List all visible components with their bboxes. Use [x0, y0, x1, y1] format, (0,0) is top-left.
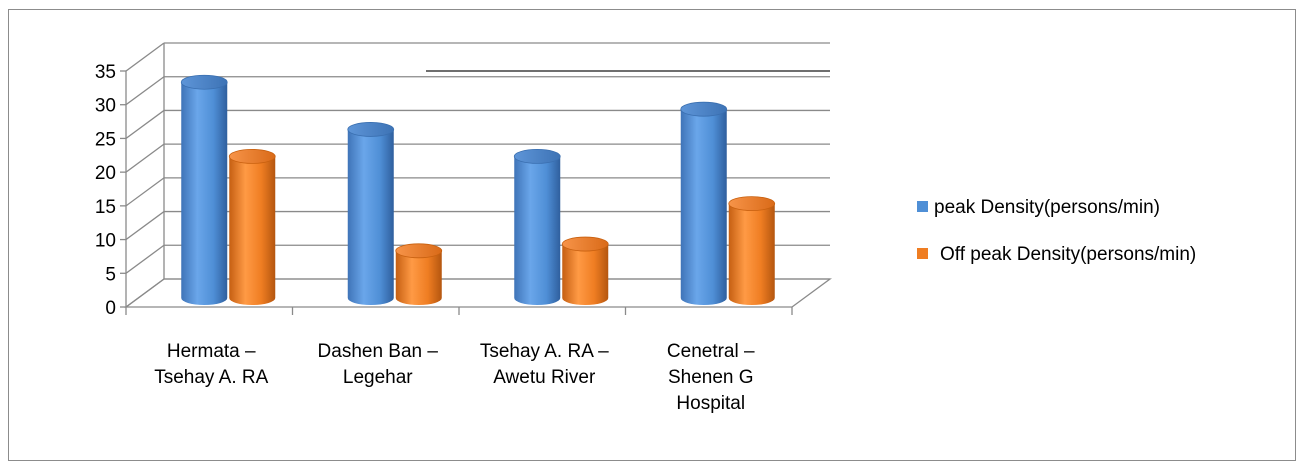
gridline-side — [125, 42, 165, 72]
x-category-label: Tsehay A. RA – Awetu River — [480, 341, 609, 388]
bar-top — [561, 236, 609, 252]
bars — [180, 74, 776, 305]
axes — [120, 43, 832, 315]
bar-peak-0 — [180, 74, 228, 305]
bar-offpeak-1 — [395, 243, 443, 305]
bar-body — [229, 156, 276, 305]
x-category-label-line: Dashen Ban – — [318, 341, 439, 362]
bar-body — [728, 203, 775, 305]
x-category-label: Hermata – Tsehay A. RA — [154, 341, 268, 388]
bar-offpeak-0 — [228, 148, 276, 305]
y-tick-labels: 0 5 10 15 20 25 30 35 — [95, 62, 116, 319]
legend-swatch-peak — [917, 201, 928, 212]
x-category-label-line: Hospital — [676, 393, 745, 414]
y-tick-label: 20 — [95, 163, 116, 184]
y-tick-label: 30 — [95, 96, 116, 117]
bar-top — [680, 101, 728, 117]
gridline-side — [125, 76, 165, 106]
x-category-label-line: Tsehay A. RA — [154, 367, 268, 388]
bar-body — [347, 129, 394, 305]
x-category-label-line: Cenetral – — [667, 341, 755, 362]
gridline-side — [125, 109, 165, 139]
y-tick-label: 25 — [95, 129, 116, 150]
x-category-label-line: Shenen G — [668, 367, 754, 388]
x-category-label: Dashen Ban – Legehar — [318, 341, 439, 388]
bar-body — [680, 109, 727, 305]
bar-top — [347, 122, 395, 137]
x-category-label: Cenetral – Shenen G Hospital — [667, 341, 755, 414]
bar-offpeak-2 — [561, 236, 609, 305]
x-category-label-line: Tsehay A. RA – — [480, 341, 609, 362]
bar-top — [395, 243, 443, 259]
bar-top — [513, 148, 561, 164]
bar-peak-1 — [347, 122, 395, 305]
x-category-labels: Hermata – Tsehay A. RA Dashen Ban – Legehar… — [154, 341, 755, 414]
bar-peak-3 — [680, 101, 728, 305]
bar-body — [395, 250, 442, 305]
chart-frame — [8, 9, 1296, 461]
legend-label-offpeak: Off peak Density(persons/min) — [940, 244, 1196, 265]
bar-body — [562, 244, 609, 305]
legend: peak Density(persons/min) Off peak Densit… — [917, 197, 1196, 265]
gridline-side — [125, 143, 165, 173]
y-tick-label: 10 — [95, 231, 116, 252]
floor — [124, 278, 832, 308]
bar-top — [180, 74, 228, 90]
legend-swatch-offpeak — [917, 248, 928, 259]
gridline-side — [125, 244, 165, 274]
x-category-label-line: Legehar — [343, 367, 413, 388]
x-category-label-line: Hermata – — [167, 341, 256, 362]
bar-body — [514, 156, 561, 305]
y-tick-label: 5 — [105, 264, 116, 285]
gridline-side — [125, 177, 165, 207]
bar-body — [181, 82, 228, 305]
bar-top — [728, 196, 776, 212]
gridline-side — [125, 211, 165, 241]
x-category-label-line: Awetu River — [493, 367, 596, 388]
y-tick-label: 35 — [95, 62, 116, 83]
bar-offpeak-3 — [728, 196, 776, 305]
bar-peak-2 — [513, 148, 561, 305]
bar-top — [228, 148, 276, 164]
legend-label-peak: peak Density(persons/min) — [934, 197, 1160, 218]
y-tick-label: 15 — [95, 197, 116, 218]
y-tick-label: 0 — [105, 298, 116, 319]
